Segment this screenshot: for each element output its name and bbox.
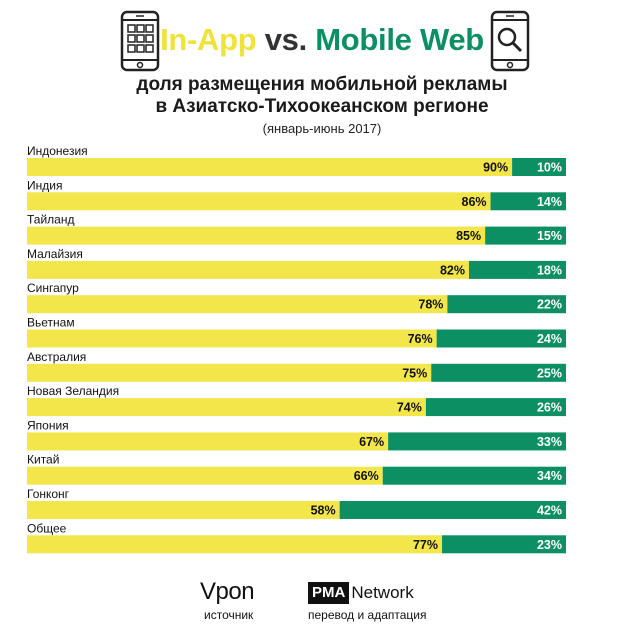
credit-label: перевод и адаптация [308,608,427,622]
mobile-web-value-label: 15% [537,229,562,243]
mobile-web-value-label: 24% [537,332,562,346]
in-app-value-label: 86% [462,195,487,209]
mobile-web-value-label: 26% [537,401,562,415]
header: In-App vs. Mobile Web доля размещения мо… [0,0,644,140]
category-label: Тайланд [27,213,74,227]
in-app-value-label: 74% [397,401,422,415]
subtitle-line-2: в Азиатско-Тихоокеанском регионе [155,96,489,117]
chart-svg: Индонезия 90% 10% Индия 86% 14% Тайланд 85% 15% М… [27,144,566,554]
stacked-bar-chart: Индонезия 90% 10% Индия 86% 14% Тайланд 85% 15% М… [0,140,644,560]
category-label: Индонезия [27,144,88,158]
category-label: Сингапур [27,281,79,295]
phone-apps-icon [120,10,160,72]
mobile-web-value-label: 33% [537,435,562,449]
category-label: Гонконг [27,487,70,501]
mobile-web-value-label: 14% [537,195,562,209]
in-app-bar [27,329,437,348]
source-label: источник [204,608,254,622]
category-label: Китай [27,453,59,467]
category-label: Малайзия [27,247,83,261]
pma-logo-text: Network [351,583,414,602]
in-app-value-label: 66% [354,469,379,483]
category-label: Индия [27,178,62,192]
title-vs: vs. [264,22,308,57]
in-app-value-label: 82% [440,263,465,277]
mobile-web-bar [431,363,566,382]
in-app-bar [27,501,340,519]
in-app-bar [27,192,491,211]
mobile-web-value-label: 23% [537,538,562,552]
chart-subtitle: доля размещения мобильной рекламы в Азиа… [0,74,644,118]
in-app-value-label: 75% [402,366,427,380]
in-app-bar [27,432,389,451]
in-app-value-label: 67% [359,435,384,449]
mobile-web-bar [382,466,566,485]
in-app-bar [27,158,513,176]
vpon-logo: Vpon [200,578,255,605]
mobile-web-value-label: 18% [537,263,562,277]
in-app-bar [27,260,469,279]
in-app-bar [27,466,383,485]
in-app-bar [27,363,432,382]
in-app-value-label: 58% [311,504,336,518]
title-in-app: In-App [160,22,257,57]
in-app-bar [27,226,486,245]
mobile-web-value-label: 25% [537,366,562,380]
phone-search-icon [490,10,530,72]
mobile-web-bar [490,192,566,211]
title-mobile-web: Mobile Web [315,22,484,57]
subtitle-line-1: доля размещения мобильной рекламы [136,74,508,95]
mobile-web-bar [436,329,566,348]
category-label: Вьетнам [27,316,75,330]
category-label: Общее [27,521,67,535]
in-app-bar [27,295,448,314]
in-app-value-label: 78% [418,298,443,312]
footer: Vpon источник PMA Network перевод и адап… [0,572,644,632]
mobile-web-bar [339,501,566,519]
chart-period: (январь-июнь 2017) [262,121,382,136]
in-app-value-label: 77% [413,538,438,552]
mobile-web-bar [447,295,566,314]
mobile-web-bar [512,158,566,176]
mobile-web-value-label: 34% [537,469,562,483]
mobile-web-value-label: 22% [537,298,562,312]
mobile-web-bar [425,398,566,417]
mobile-web-bar [468,260,566,279]
in-app-bar [27,398,426,417]
mobile-web-value-label: 10% [537,161,562,175]
in-app-value-label: 85% [456,229,481,243]
category-label: Новая Зеландия [27,384,119,398]
mobile-web-bar [442,535,566,554]
pma-network-logo: PMA Network [308,582,414,604]
category-label: Австралия [27,350,86,364]
pma-logo-box: PMA [308,582,350,604]
in-app-value-label: 90% [483,161,508,175]
mobile-web-bar [388,432,566,451]
category-label: Япония [27,418,69,432]
in-app-value-label: 76% [408,332,433,346]
chart-title: In-App vs. Mobile Web [0,22,644,58]
in-app-bar [27,535,443,554]
mobile-web-value-label: 42% [537,504,562,518]
mobile-web-bar [485,226,566,245]
